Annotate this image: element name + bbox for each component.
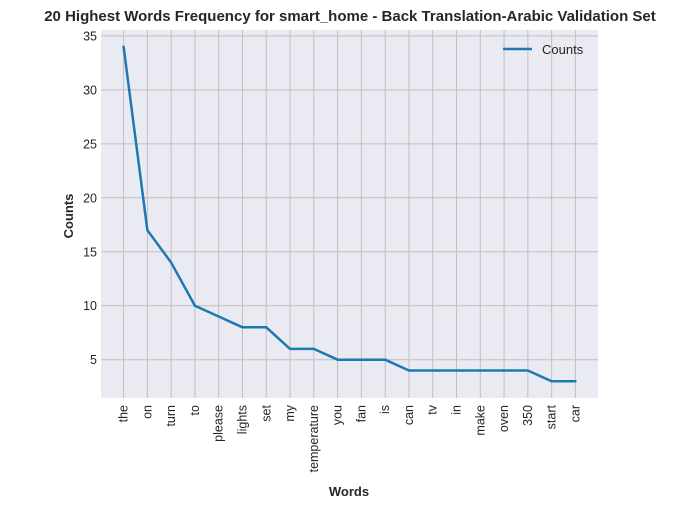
x-tick-label: tv [426, 404, 440, 414]
x-tick-labels: the on turn to please lights set my temperature y… [117, 404, 583, 472]
y-tick-label: 10 [83, 299, 97, 313]
y-tick-label: 20 [83, 191, 97, 205]
y-tick-label: 5 [90, 353, 97, 367]
x-tick-label: lights [235, 405, 249, 434]
x-tick-label: is [378, 405, 392, 414]
x-tick-label: temperature [307, 405, 321, 472]
chart-title: 20 Highest Words Frequency for smart_hom… [44, 8, 656, 25]
grid [101, 30, 598, 398]
x-tick-label: car [568, 405, 582, 422]
y-tick-label: 30 [83, 83, 97, 97]
x-tick-label: turn [164, 405, 178, 427]
y-tick-label: 25 [83, 137, 97, 151]
y-tick-label: 15 [83, 245, 97, 259]
x-tick-label: fan [354, 405, 368, 422]
x-tick-label: 350 [521, 405, 535, 426]
x-tick-label: the [117, 405, 131, 422]
legend-label: Counts [542, 42, 584, 57]
x-tick-label: on [140, 405, 154, 419]
plot-area [101, 30, 598, 398]
x-tick-label: in [450, 405, 464, 415]
x-tick-label: oven [497, 405, 511, 432]
counts-series-line [122, 45, 577, 383]
x-tick-label: please [212, 405, 226, 442]
x-tick-label: make [473, 405, 487, 436]
x-tick-label: set [259, 404, 273, 421]
x-tick-label: start [545, 404, 559, 429]
legend: Counts [503, 42, 584, 57]
x-tick-label: you [331, 405, 345, 425]
x-tick-label: to [188, 405, 202, 415]
x-tick-label: can [402, 405, 416, 425]
y-axis-label: Counts [61, 194, 76, 239]
y-tick-label: 35 [83, 29, 97, 43]
x-axis-label: Words [329, 484, 369, 499]
x-tick-label: my [283, 404, 297, 421]
y-tick-labels: 5 10 15 20 25 30 35 [83, 29, 97, 367]
